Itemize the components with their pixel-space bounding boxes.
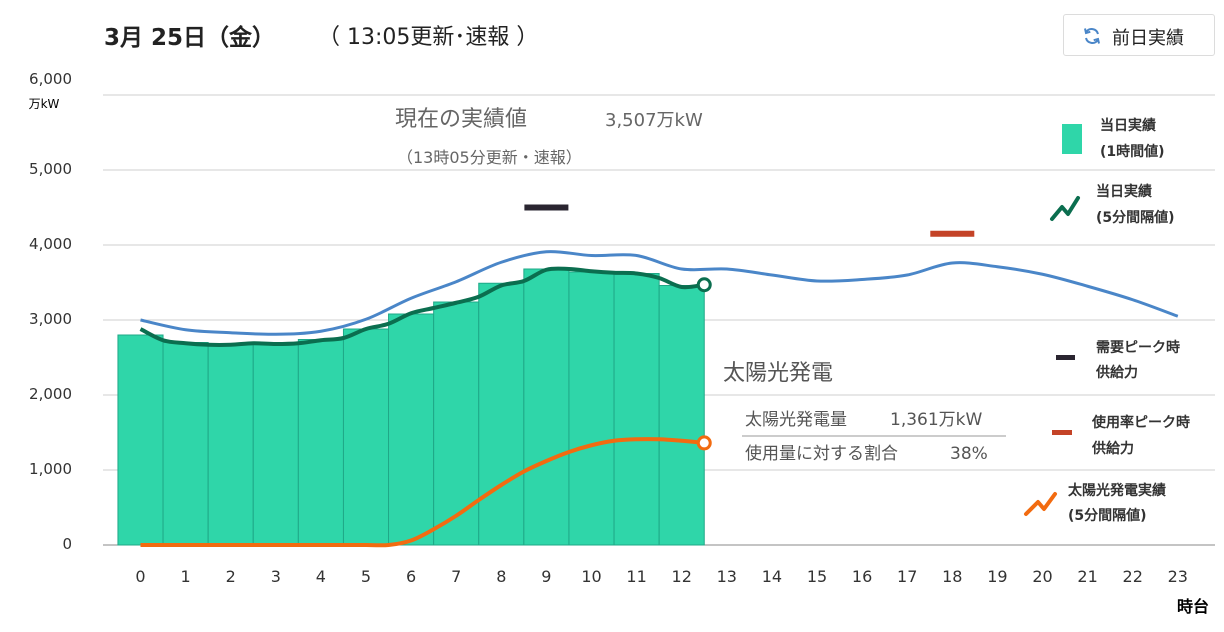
y-tick-label: 5,000 (29, 160, 72, 178)
page-date-title: 3月 25日（金） (104, 25, 276, 51)
legend-swatch-peak-demand (1056, 355, 1075, 360)
x-tick-label: 3 (271, 567, 281, 586)
x-tick-label: 11 (626, 567, 646, 586)
hourly-bar (568, 271, 615, 546)
x-tick-label: 23 (1168, 567, 1188, 586)
legend-swatch-solar (1024, 492, 1057, 516)
x-tick-label: 1 (181, 567, 191, 586)
fivemin-actual-line (139, 266, 705, 347)
hourly-bar (297, 339, 344, 546)
y-tick-label: 1,000 (29, 460, 72, 478)
hourly-bar (658, 285, 705, 546)
solar-line (140, 437, 705, 548)
x-tick-label: 22 (1123, 567, 1143, 586)
x-axis: 時台 0 1 2 3 4 5 6 7 8 9 10 11 12 13 14 15 16 17 18 19 20 21 22 2… (135, 567, 1209, 616)
x-tick-label: 10 (581, 567, 601, 586)
legend-peak-usage-line2: 供給力 (1091, 440, 1134, 457)
previous-day-label: 前日実績 (1112, 28, 1184, 49)
peak-usage-supply-marker (930, 230, 975, 237)
y-tick-label: 6,000 (29, 70, 72, 88)
x-tick-label: 18 (942, 567, 962, 586)
y-tick-label: 3,000 (29, 310, 72, 328)
legend-peak-usage-line1: 使用率ピーク時 (1091, 414, 1190, 431)
series-lines (139, 250, 1179, 548)
legend-solar-line1: 太陽光発電実績 (1068, 482, 1166, 499)
x-tick-label: 5 (361, 567, 371, 586)
hourly-bar (162, 342, 209, 546)
current-value: 3,507万kW (605, 110, 703, 131)
x-tick-label: 9 (541, 567, 551, 586)
refresh-icon (1084, 28, 1100, 44)
legend: 当日実績 (1時間値) 当日実績 (5分間隔値) 需要ピーク時 供給力 使用率ピ… (1024, 117, 1190, 524)
legend-fivemin-line2: (5分間隔値) (1096, 209, 1175, 226)
y-tick-label: 4,000 (29, 235, 72, 253)
y-tick-label: 2,000 (29, 385, 72, 403)
x-tick-label: 17 (897, 567, 917, 586)
legend-swatch-fivemin (1050, 196, 1080, 221)
hourly-bar (252, 343, 299, 546)
markers (524, 204, 975, 451)
legend-fivemin-line1: 当日実績 (1096, 183, 1152, 200)
hourly-bar (388, 313, 435, 546)
hourly-bar (117, 334, 164, 546)
solar-ratio-label: 使用量に対する割合 (745, 443, 898, 464)
x-tick-label: 8 (496, 567, 506, 586)
peak-demand-supply-marker (524, 204, 569, 211)
current-value-title: 現在の実績値 (395, 107, 527, 132)
x-tick-label: 0 (135, 567, 145, 586)
hourly-bars (117, 268, 705, 546)
legend-peak-demand-line1: 需要ピーク時 (1096, 339, 1180, 356)
x-tick-label: 16 (852, 567, 872, 586)
x-tick-label: 15 (807, 567, 827, 586)
hourly-bar (342, 328, 390, 546)
x-tick-label: 12 (672, 567, 692, 586)
legend-swatch-peak-usage (1052, 430, 1072, 435)
x-tick-label: 20 (1032, 567, 1052, 586)
x-tick-label: 21 (1077, 567, 1097, 586)
x-unit-label: 時台 (1177, 597, 1209, 616)
legend-hourly-line2: (1時間値) (1100, 143, 1165, 160)
hourly-bar (613, 273, 660, 546)
solar-end-point (696, 435, 712, 451)
y-unit-label: 万kW (29, 97, 60, 111)
y-axis: 万kW 0 1,000 2,000 3,000 4,000 5,000 6,000 (29, 70, 72, 553)
legend-solar-line2: (5分間隔値) (1068, 507, 1147, 524)
legend-peak-demand-line2: 供給力 (1095, 364, 1138, 381)
solar-amount-label: 太陽光発電量 (745, 410, 847, 430)
x-tick-label: 4 (316, 567, 326, 586)
legend-swatch-hourly (1062, 124, 1082, 154)
solar-amount-value: 1,361万kW (890, 410, 983, 430)
fivemin-end-point (696, 277, 712, 293)
previous-day-button[interactable]: 前日実績 (1063, 14, 1215, 56)
forecast-line (140, 250, 1179, 336)
x-tick-label: 7 (451, 567, 461, 586)
hourly-bar (207, 344, 254, 546)
hourly-bar (433, 301, 480, 546)
solar-title: 太陽光発電 (723, 361, 833, 386)
update-status: （ 13:05更新･速報 ） (318, 25, 539, 50)
x-tick-label: 14 (762, 567, 782, 586)
hourly-bar (478, 282, 525, 546)
x-tick-label: 2 (226, 567, 236, 586)
current-value-note: （13時05分更新・速報） (397, 148, 582, 167)
x-tick-label: 6 (406, 567, 416, 586)
legend-hourly-line1: 当日実績 (1100, 117, 1156, 134)
x-tick-label: 13 (717, 567, 737, 586)
solar-ratio-value: 38% (950, 444, 988, 464)
y-tick-label: 0 (62, 535, 72, 553)
hourly-bar (523, 268, 570, 546)
x-tick-label: 19 (987, 567, 1007, 586)
